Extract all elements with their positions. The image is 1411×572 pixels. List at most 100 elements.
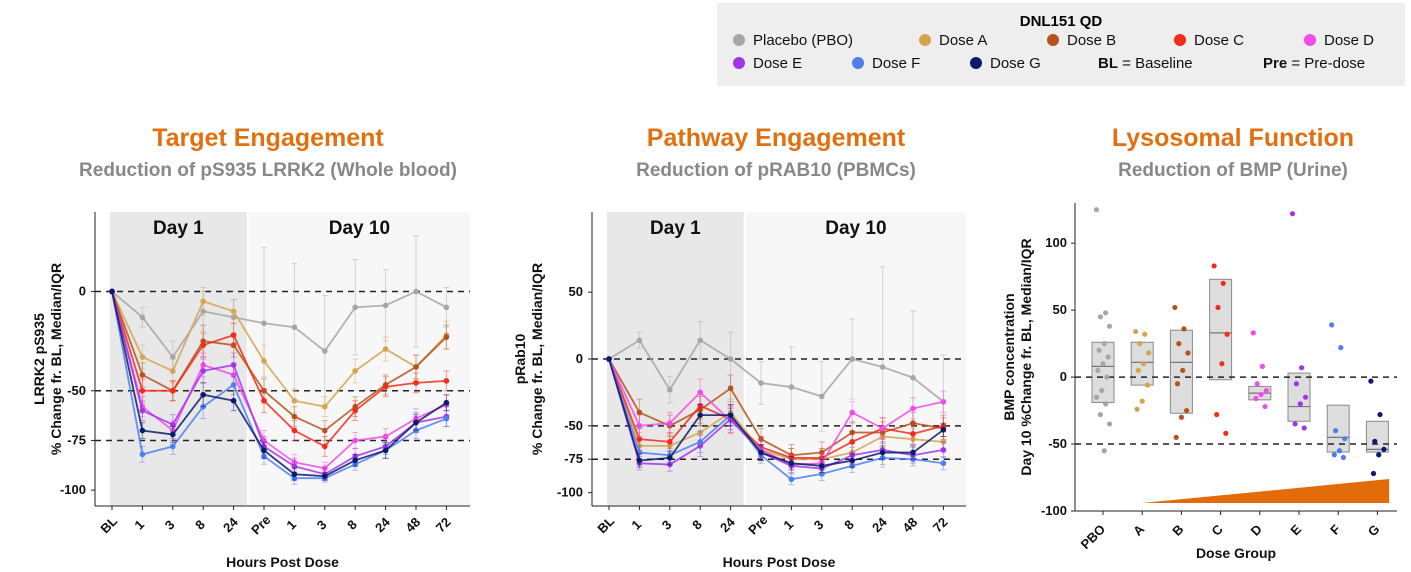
series-g xyxy=(606,356,947,474)
box-iqr xyxy=(1091,341,1115,404)
panel-title-pathway-engagement: Pathway Engagement xyxy=(647,124,906,152)
data-point xyxy=(170,421,176,428)
data-point xyxy=(139,387,146,394)
data-point xyxy=(1338,345,1344,351)
data-point xyxy=(758,436,764,442)
data-point xyxy=(291,475,298,481)
data-point xyxy=(1336,448,1343,454)
data-point xyxy=(230,332,237,338)
data-point xyxy=(1333,428,1339,434)
data-point xyxy=(940,439,947,445)
x-tick-label: 48 xyxy=(402,514,423,535)
data-point xyxy=(443,304,450,311)
series-line-c xyxy=(111,291,447,448)
region-label-day-10: Day 10 xyxy=(329,218,390,239)
data-point xyxy=(910,431,916,437)
data-point xyxy=(1100,361,1106,367)
legend-marker-f-icon xyxy=(852,57,864,69)
y-axis-label: Day 10 %Change fr. BL, Median/IQR xyxy=(1018,238,1034,475)
data-point xyxy=(200,338,206,344)
data-point xyxy=(849,439,855,445)
data-point xyxy=(910,420,916,426)
data-point xyxy=(1135,367,1141,373)
y-tick-label: -100 xyxy=(60,482,86,497)
data-point xyxy=(322,465,328,472)
data-point xyxy=(819,463,825,469)
x-tick-label: 1 xyxy=(628,517,644,533)
y-tick-label: -50 xyxy=(67,383,86,398)
data-point xyxy=(1250,330,1256,336)
x-tick-label: 24 xyxy=(717,514,738,535)
data-point xyxy=(200,298,206,305)
legend-item-d: Dose D xyxy=(1304,32,1374,49)
data-point xyxy=(849,356,855,362)
data-point xyxy=(910,374,916,381)
data-point xyxy=(1215,304,1221,311)
data-point xyxy=(879,449,886,456)
data-point xyxy=(322,473,328,480)
data-point xyxy=(139,407,146,414)
box-iqr xyxy=(1287,372,1311,422)
legend-item-c: Dose C xyxy=(1174,32,1244,49)
data-point xyxy=(849,452,855,459)
data-point xyxy=(1140,361,1147,367)
x-tick-label: Pre xyxy=(745,512,770,537)
data-point xyxy=(849,463,855,469)
data-point xyxy=(1370,470,1377,477)
x-tick-label: 24 xyxy=(372,514,393,535)
data-point xyxy=(1223,430,1229,436)
legend-label-pbo: Placebo (PBO) xyxy=(753,32,853,49)
series-line-a xyxy=(111,291,448,408)
data-point xyxy=(139,372,146,378)
data-point xyxy=(1093,207,1100,213)
data-point xyxy=(667,455,673,461)
data-point xyxy=(788,460,795,467)
data-point xyxy=(636,337,643,344)
panel-subtitle-pathway-engagement: Reduction of pRAB10 (PBMCs) xyxy=(636,160,916,181)
data-point xyxy=(413,380,419,386)
x-tick-label: BL xyxy=(97,513,120,536)
x-tick-label: C xyxy=(1208,521,1226,539)
data-point xyxy=(1342,436,1348,442)
legend-label-a: Dose A xyxy=(939,32,987,49)
data-point xyxy=(1139,398,1145,404)
data-point xyxy=(697,337,703,344)
series-line-b xyxy=(111,291,448,432)
data-point xyxy=(352,453,359,460)
data-point xyxy=(758,380,764,386)
x-tick-label: E xyxy=(1287,521,1304,538)
data-point xyxy=(352,437,359,444)
box-iqr xyxy=(1209,278,1233,381)
data-point xyxy=(1214,411,1220,418)
data-point xyxy=(606,356,612,362)
data-point xyxy=(910,436,916,442)
data-point xyxy=(1104,374,1110,380)
x-tick-label: 48 xyxy=(899,514,920,535)
data-point xyxy=(291,471,298,478)
data-point xyxy=(940,398,947,405)
data-point xyxy=(849,457,855,464)
legend-background xyxy=(717,3,1405,86)
data-point xyxy=(291,413,298,420)
data-point xyxy=(109,288,115,295)
lysosomal-function-chart: 100 50 0 -50 -100 PBO A B C D E F G Dose Group BMP con… xyxy=(1001,203,1397,561)
data-point xyxy=(1258,391,1264,398)
data-point xyxy=(291,427,298,434)
legend-item-a: Dose A xyxy=(919,32,987,49)
y-tick-label: -100 xyxy=(557,485,583,500)
data-point xyxy=(261,358,267,364)
panel-subtitle-lysosomal-function: Reduction of BMP (Urine) xyxy=(1118,160,1348,181)
region-label-day-1: Day 1 xyxy=(153,218,204,239)
data-point xyxy=(697,412,703,418)
data-point xyxy=(910,449,916,456)
series-b xyxy=(109,288,450,441)
data-point xyxy=(1142,331,1148,337)
data-point xyxy=(1096,347,1102,353)
data-point xyxy=(382,443,389,450)
legend-label-c: Dose C xyxy=(1194,32,1244,49)
data-point xyxy=(261,447,267,454)
data-point xyxy=(139,354,146,360)
data-point xyxy=(1180,367,1186,373)
box-group-e xyxy=(1287,372,1311,422)
x-tick-label: 8 xyxy=(192,517,208,533)
